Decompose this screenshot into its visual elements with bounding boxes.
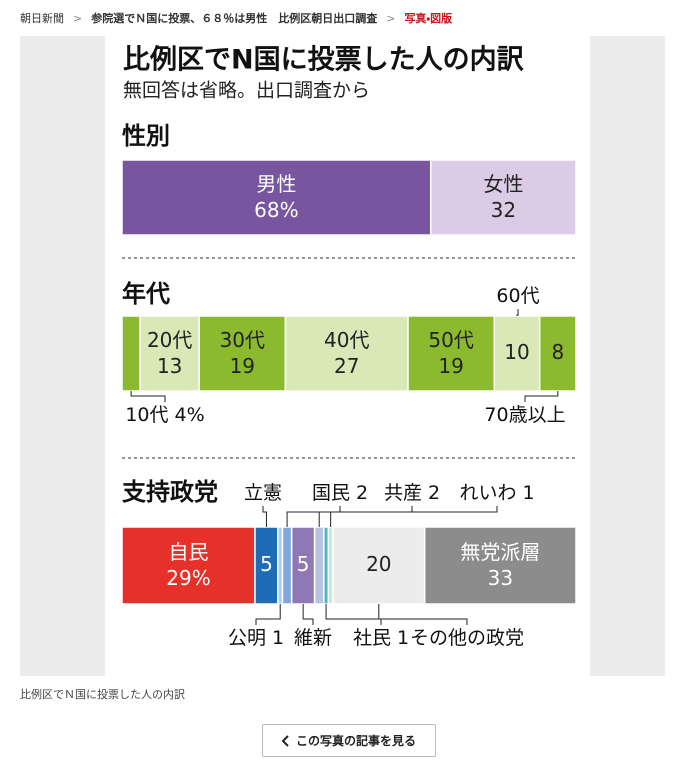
bar-segment <box>538 315 577 392</box>
bar-segment <box>121 315 141 392</box>
callout-label: その他の政党 <box>410 627 524 649</box>
breadcrumb-current: 写真・図版 <box>377 12 452 25</box>
segment-label: 30代 <box>220 328 265 352</box>
segment-label: 20代 <box>147 328 192 352</box>
callout-label: 社民 1 <box>353 627 409 649</box>
view-article-button[interactable]: この写真の記事を見る <box>262 724 436 757</box>
breadcrumb-link[interactable]: 朝日新聞 <box>20 12 64 25</box>
value-label: 20 <box>366 552 391 576</box>
value-label: 33 <box>488 566 513 590</box>
callout-value: 2 <box>428 482 440 504</box>
callout-value: 2 <box>356 482 368 504</box>
leader-line <box>330 506 498 527</box>
callout-label: 70歳以上 <box>484 404 565 426</box>
bar-segment <box>313 526 325 605</box>
chevron-icon <box>281 734 289 747</box>
button-label: この写真の記事を見る <box>295 734 416 748</box>
bar-segment <box>121 159 432 236</box>
segment-label: 自民 <box>168 540 208 564</box>
callout-label: 10代 4% <box>125 404 204 426</box>
section-heading: 支持政党 <box>122 478 218 506</box>
value-label: 68% <box>254 198 298 222</box>
bar-segment <box>423 526 577 605</box>
callout-name: 立憲 <box>244 482 282 504</box>
value-label: 19 <box>438 354 463 378</box>
leader-line <box>262 506 267 527</box>
bar-segment <box>139 315 200 392</box>
callout-name: その他の政党 <box>410 627 524 649</box>
callout-name: れいわ <box>459 482 516 504</box>
callout-label: れいわ 1 <box>459 482 534 504</box>
callout-value: 1 <box>522 482 534 504</box>
value-label: 27 <box>334 354 359 378</box>
callout-value: 4% <box>175 404 205 426</box>
segment-label: 50代 <box>428 328 473 352</box>
callout-name: 社民 <box>353 627 391 649</box>
callout-label: 立憲 <box>244 482 282 504</box>
value-label: 13 <box>157 354 182 378</box>
leader-line <box>286 506 341 527</box>
callout-name: 維新 <box>294 627 332 649</box>
bar-segment <box>429 159 577 236</box>
figure-subtitle: 無回答は省略。出口調査から <box>123 80 370 102</box>
callout-name: 70歳以上 <box>484 404 565 426</box>
section-heading: 年代 <box>122 280 170 308</box>
value-label: 5 <box>297 552 310 576</box>
callout-name: 60代 <box>496 285 539 307</box>
caption: 比例区でＮ国に投票した人の内訳 <box>20 688 185 701</box>
callout-name: 共産 <box>384 482 422 504</box>
callout-value: 1 <box>272 627 284 649</box>
figure: 比例区でN国に投票した人の内訳 無回答は省略。出口調査から 性別男性68%女性3… <box>105 36 590 676</box>
breadcrumb-link[interactable]: 参院選でＮ国に投票、６８％は男性 比例区朝日出口調査 <box>64 12 377 25</box>
callout-label: 60代 <box>496 285 539 307</box>
leader-line <box>130 391 166 402</box>
callout-name: 10代 <box>125 404 168 426</box>
value-label: 19 <box>230 354 255 378</box>
figure-title: 比例区でN国に投票した人の内訳 <box>123 45 524 76</box>
bar-segment <box>407 315 496 392</box>
leader-line <box>378 604 468 625</box>
segment-label: 男性 <box>256 172 296 196</box>
callout-name: 公明 <box>228 627 266 649</box>
bar-segment <box>284 315 409 392</box>
callout-name: 国民 <box>312 482 350 504</box>
value-label: 29% <box>166 566 210 590</box>
value-label: 8 <box>551 340 564 364</box>
segment-label: 女性 <box>483 172 523 196</box>
callout-label: 共産 2 <box>384 482 440 504</box>
callout-label: 国民 2 <box>312 482 368 504</box>
callout-value: 1 <box>397 627 409 649</box>
breadcrumb: 朝日新聞参院選でＮ国に投票、６８％は男性 比例区朝日出口調査写真・図版 <box>20 10 452 26</box>
section-heading: 性別 <box>122 122 170 150</box>
value-label: 10 <box>504 340 529 364</box>
leader-line <box>302 604 314 625</box>
segment-label: 40代 <box>324 328 369 352</box>
bar-segment <box>332 526 426 605</box>
value-label: 32 <box>491 198 516 222</box>
callout-label: 維新 <box>294 627 332 649</box>
leader-line <box>255 604 281 625</box>
leader-line <box>325 604 382 625</box>
leader-line <box>524 391 559 402</box>
leader-line <box>516 309 519 316</box>
callout-label: 公明 1 <box>228 627 284 649</box>
segment-label: 無党派層 <box>460 540 540 564</box>
bar-segment <box>281 526 293 605</box>
value-label: 5 <box>260 552 273 576</box>
